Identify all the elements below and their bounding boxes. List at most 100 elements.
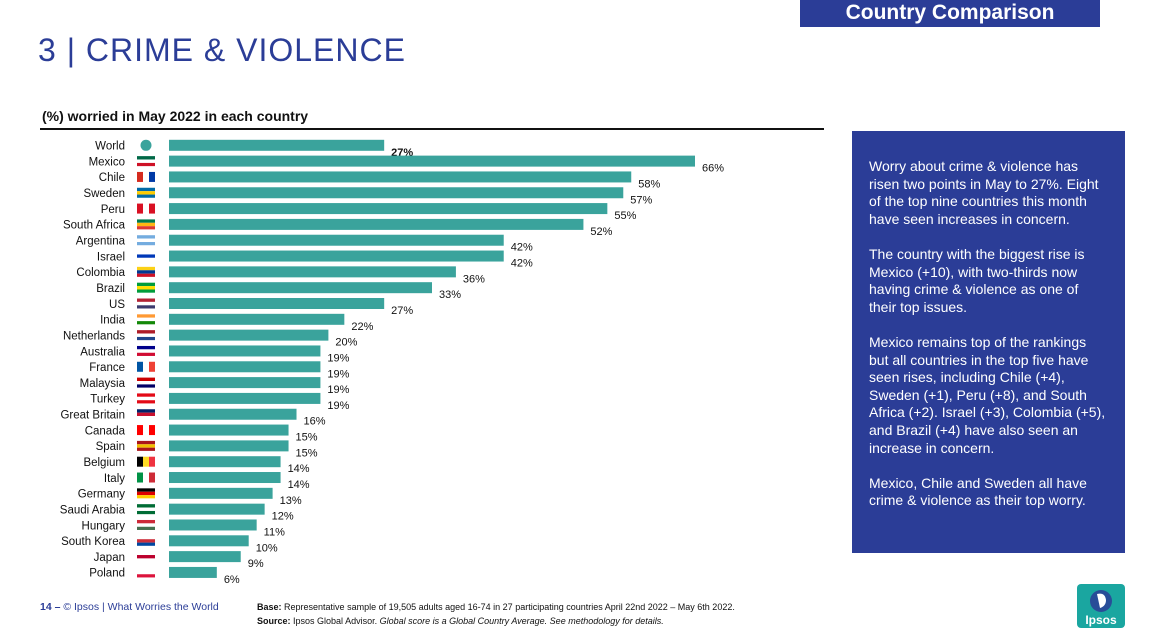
data-label: 22% bbox=[351, 321, 373, 333]
south-africa-flag-icon-band bbox=[137, 222, 155, 227]
south-korea-flag-icon-band bbox=[137, 539, 155, 543]
category-label: Brazil bbox=[96, 283, 125, 295]
south-korea-flag-icon-band bbox=[137, 542, 155, 546]
mexico-flag-icon-band bbox=[137, 159, 155, 163]
data-label: 42% bbox=[511, 242, 533, 254]
category-label: Belgium bbox=[83, 457, 125, 469]
bar-israel bbox=[169, 250, 504, 262]
data-label: 33% bbox=[439, 289, 461, 301]
netherlands-flag-icon-band bbox=[137, 333, 155, 337]
data-label: 14% bbox=[288, 479, 310, 491]
bar-hungary bbox=[169, 519, 257, 531]
israel-flag-icon-band bbox=[137, 254, 155, 258]
south-africa-flag-icon bbox=[137, 219, 155, 223]
bar-canada bbox=[169, 424, 289, 436]
data-label: 14% bbox=[288, 463, 310, 475]
south-africa-flag-icon-band bbox=[137, 226, 155, 230]
bar-chile bbox=[169, 171, 632, 183]
hungary-flag-icon bbox=[137, 519, 155, 524]
bar-italy bbox=[169, 472, 281, 484]
france-flag-icon bbox=[137, 361, 143, 372]
category-label: Chile bbox=[99, 172, 125, 184]
data-label: 42% bbox=[511, 258, 533, 270]
us-flag-icon bbox=[137, 298, 155, 302]
category-label: Sweden bbox=[83, 188, 125, 200]
category-label: Saudi Arabia bbox=[60, 504, 126, 516]
bar-south-africa bbox=[169, 218, 584, 230]
bar-india bbox=[169, 313, 345, 325]
category-label: South Africa bbox=[63, 220, 126, 232]
colombia-flag-icon bbox=[137, 266, 155, 271]
commentary-paragraph: Worry about crime & violence has risen t… bbox=[869, 158, 1099, 227]
category-label: Peru bbox=[101, 204, 125, 216]
mexico-flag-icon-band bbox=[137, 162, 155, 167]
bar-malaysia bbox=[169, 377, 321, 389]
category-label: Great Britain bbox=[60, 410, 125, 422]
bar-australia bbox=[169, 345, 321, 357]
chile-flag-icon-band bbox=[143, 171, 149, 182]
category-label: Australia bbox=[80, 346, 125, 358]
germany-flag-icon bbox=[137, 488, 155, 492]
footer-credit: 14 – © Ipsos | What Worries the World bbox=[40, 601, 219, 613]
australia-flag-icon bbox=[137, 345, 155, 350]
bar-argentina bbox=[169, 234, 504, 246]
commentary-paragraph: Mexico remains top of the rankings but a… bbox=[869, 333, 1106, 456]
bar-mexico bbox=[169, 155, 695, 167]
canada-flag-icon bbox=[137, 425, 143, 436]
us-flag-icon-band bbox=[137, 301, 155, 306]
india-flag-icon-band bbox=[137, 317, 155, 322]
colombia-flag-icon-band bbox=[137, 270, 155, 274]
category-label: Hungary bbox=[82, 520, 126, 532]
category-label: US bbox=[109, 299, 125, 311]
spain-flag-icon bbox=[137, 440, 155, 445]
australia-flag-icon-band bbox=[137, 349, 155, 353]
bar-colombia bbox=[169, 266, 456, 278]
spain-flag-icon-band bbox=[137, 447, 155, 451]
bar-peru bbox=[169, 203, 608, 215]
india-flag-icon-band bbox=[137, 321, 155, 325]
us-flag-icon-band bbox=[137, 305, 155, 309]
malaysia-flag-icon-band bbox=[137, 384, 155, 388]
bar-germany bbox=[169, 487, 273, 499]
saudi-arabia-flag-icon bbox=[137, 504, 155, 508]
belgium-flag-icon-band bbox=[149, 456, 155, 467]
category-label: Canada bbox=[85, 425, 126, 437]
netherlands-flag-icon bbox=[137, 330, 155, 334]
data-label: 58% bbox=[638, 178, 660, 190]
france-flag-icon-band bbox=[143, 361, 149, 372]
japan-flag-icon bbox=[137, 551, 155, 556]
turkey-flag-icon-band bbox=[137, 400, 155, 404]
category-label: Turkey bbox=[90, 394, 125, 406]
base-label: Base: bbox=[257, 602, 282, 612]
source-note: Source: Ipsos Global Advisor. Global sco… bbox=[257, 614, 735, 628]
brazil-flag-icon-band bbox=[137, 286, 155, 290]
source-text: Ipsos Global Advisor. bbox=[293, 616, 378, 626]
data-label: 6% bbox=[224, 574, 240, 586]
malaysia-flag-icon bbox=[137, 377, 155, 381]
canada-flag-icon-band bbox=[143, 425, 149, 436]
data-label: 19% bbox=[327, 400, 349, 412]
hungary-flag-icon-band bbox=[137, 526, 155, 530]
category-label: Japan bbox=[94, 552, 125, 564]
sweden-flag-icon-band bbox=[137, 194, 155, 198]
australia-flag-icon-band bbox=[137, 352, 155, 356]
category-label: Italy bbox=[104, 473, 125, 485]
bar-spain bbox=[169, 440, 289, 452]
hungary-flag-icon-band bbox=[137, 523, 155, 527]
data-label: 19% bbox=[327, 368, 349, 380]
section-banner: Country Comparison bbox=[800, 0, 1100, 27]
bar-great-britain bbox=[169, 408, 297, 420]
category-label: France bbox=[89, 362, 125, 374]
malaysia-flag-icon-band bbox=[137, 381, 155, 385]
turkey-flag-icon bbox=[137, 393, 155, 397]
bar-us bbox=[169, 298, 385, 309]
great-britain-flag-icon-band bbox=[137, 412, 155, 417]
germany-flag-icon-band bbox=[137, 491, 155, 496]
japan-flag-icon-band bbox=[137, 555, 155, 559]
category-label: Colombia bbox=[76, 267, 125, 279]
south-korea-flag-icon bbox=[137, 535, 155, 540]
category-label: South Korea bbox=[61, 536, 126, 548]
data-label: 12% bbox=[272, 511, 294, 523]
israel-flag-icon-band bbox=[137, 257, 155, 262]
data-label: 52% bbox=[590, 226, 612, 238]
